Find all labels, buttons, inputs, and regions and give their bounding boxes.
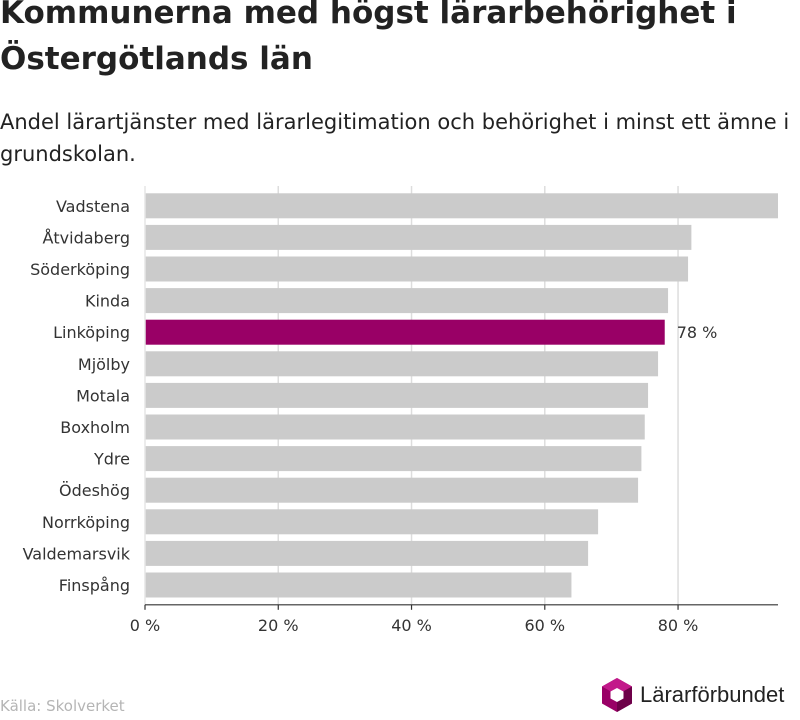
- category-label: Ydre: [93, 450, 130, 469]
- category-label: Linköping: [53, 323, 130, 342]
- data-label: 78 %: [677, 323, 718, 342]
- category-label: Finspång: [59, 576, 130, 595]
- category-label: Åtvidaberg: [42, 228, 130, 247]
- bar: [145, 414, 645, 440]
- category-label: Vadstena: [56, 197, 130, 216]
- bar: [145, 572, 572, 598]
- category-label: Boxholm: [60, 418, 130, 437]
- lararforbundet-logo: Lärarförbundet: [600, 676, 798, 714]
- logo-name: Lärarförbundet: [640, 682, 785, 707]
- chart-subtitle: Andel lärartjänster med lärarlegitimatio…: [0, 110, 790, 166]
- bar: [145, 509, 599, 535]
- category-label: Norrköping: [42, 513, 130, 532]
- category-label: Motala: [76, 386, 130, 405]
- x-tick-label: 40 %: [391, 616, 432, 635]
- bar: [145, 288, 669, 314]
- x-tick-label: 60 %: [524, 616, 565, 635]
- bar: [145, 256, 689, 282]
- category-label: Ödeshög: [59, 481, 130, 500]
- x-tick-label: 0 %: [130, 616, 160, 635]
- x-tick-label: 20 %: [258, 616, 299, 635]
- category-label: Söderköping: [30, 260, 130, 279]
- bar: [145, 540, 589, 566]
- bar: [145, 382, 649, 408]
- bar: [145, 224, 692, 250]
- bar: [145, 351, 659, 377]
- bar: [145, 446, 642, 472]
- category-label: Kinda: [85, 292, 130, 311]
- category-label: Mjölby: [78, 355, 130, 374]
- category-label: Valdemarsvik: [23, 544, 131, 563]
- source-note: Källa: Skolverket: [0, 697, 125, 715]
- chart-title: Kommunerna med högst lärarbehörighet i Ö…: [0, 0, 737, 77]
- bar-chart: Vadstena Åtvidaberg Söderköping Kinda Linköp…: [23, 186, 778, 635]
- bar: [145, 319, 665, 345]
- hexagon-logo-icon: [602, 678, 632, 712]
- bar: [145, 193, 778, 219]
- bar: [145, 477, 639, 503]
- x-tick-label: 80 %: [658, 616, 699, 635]
